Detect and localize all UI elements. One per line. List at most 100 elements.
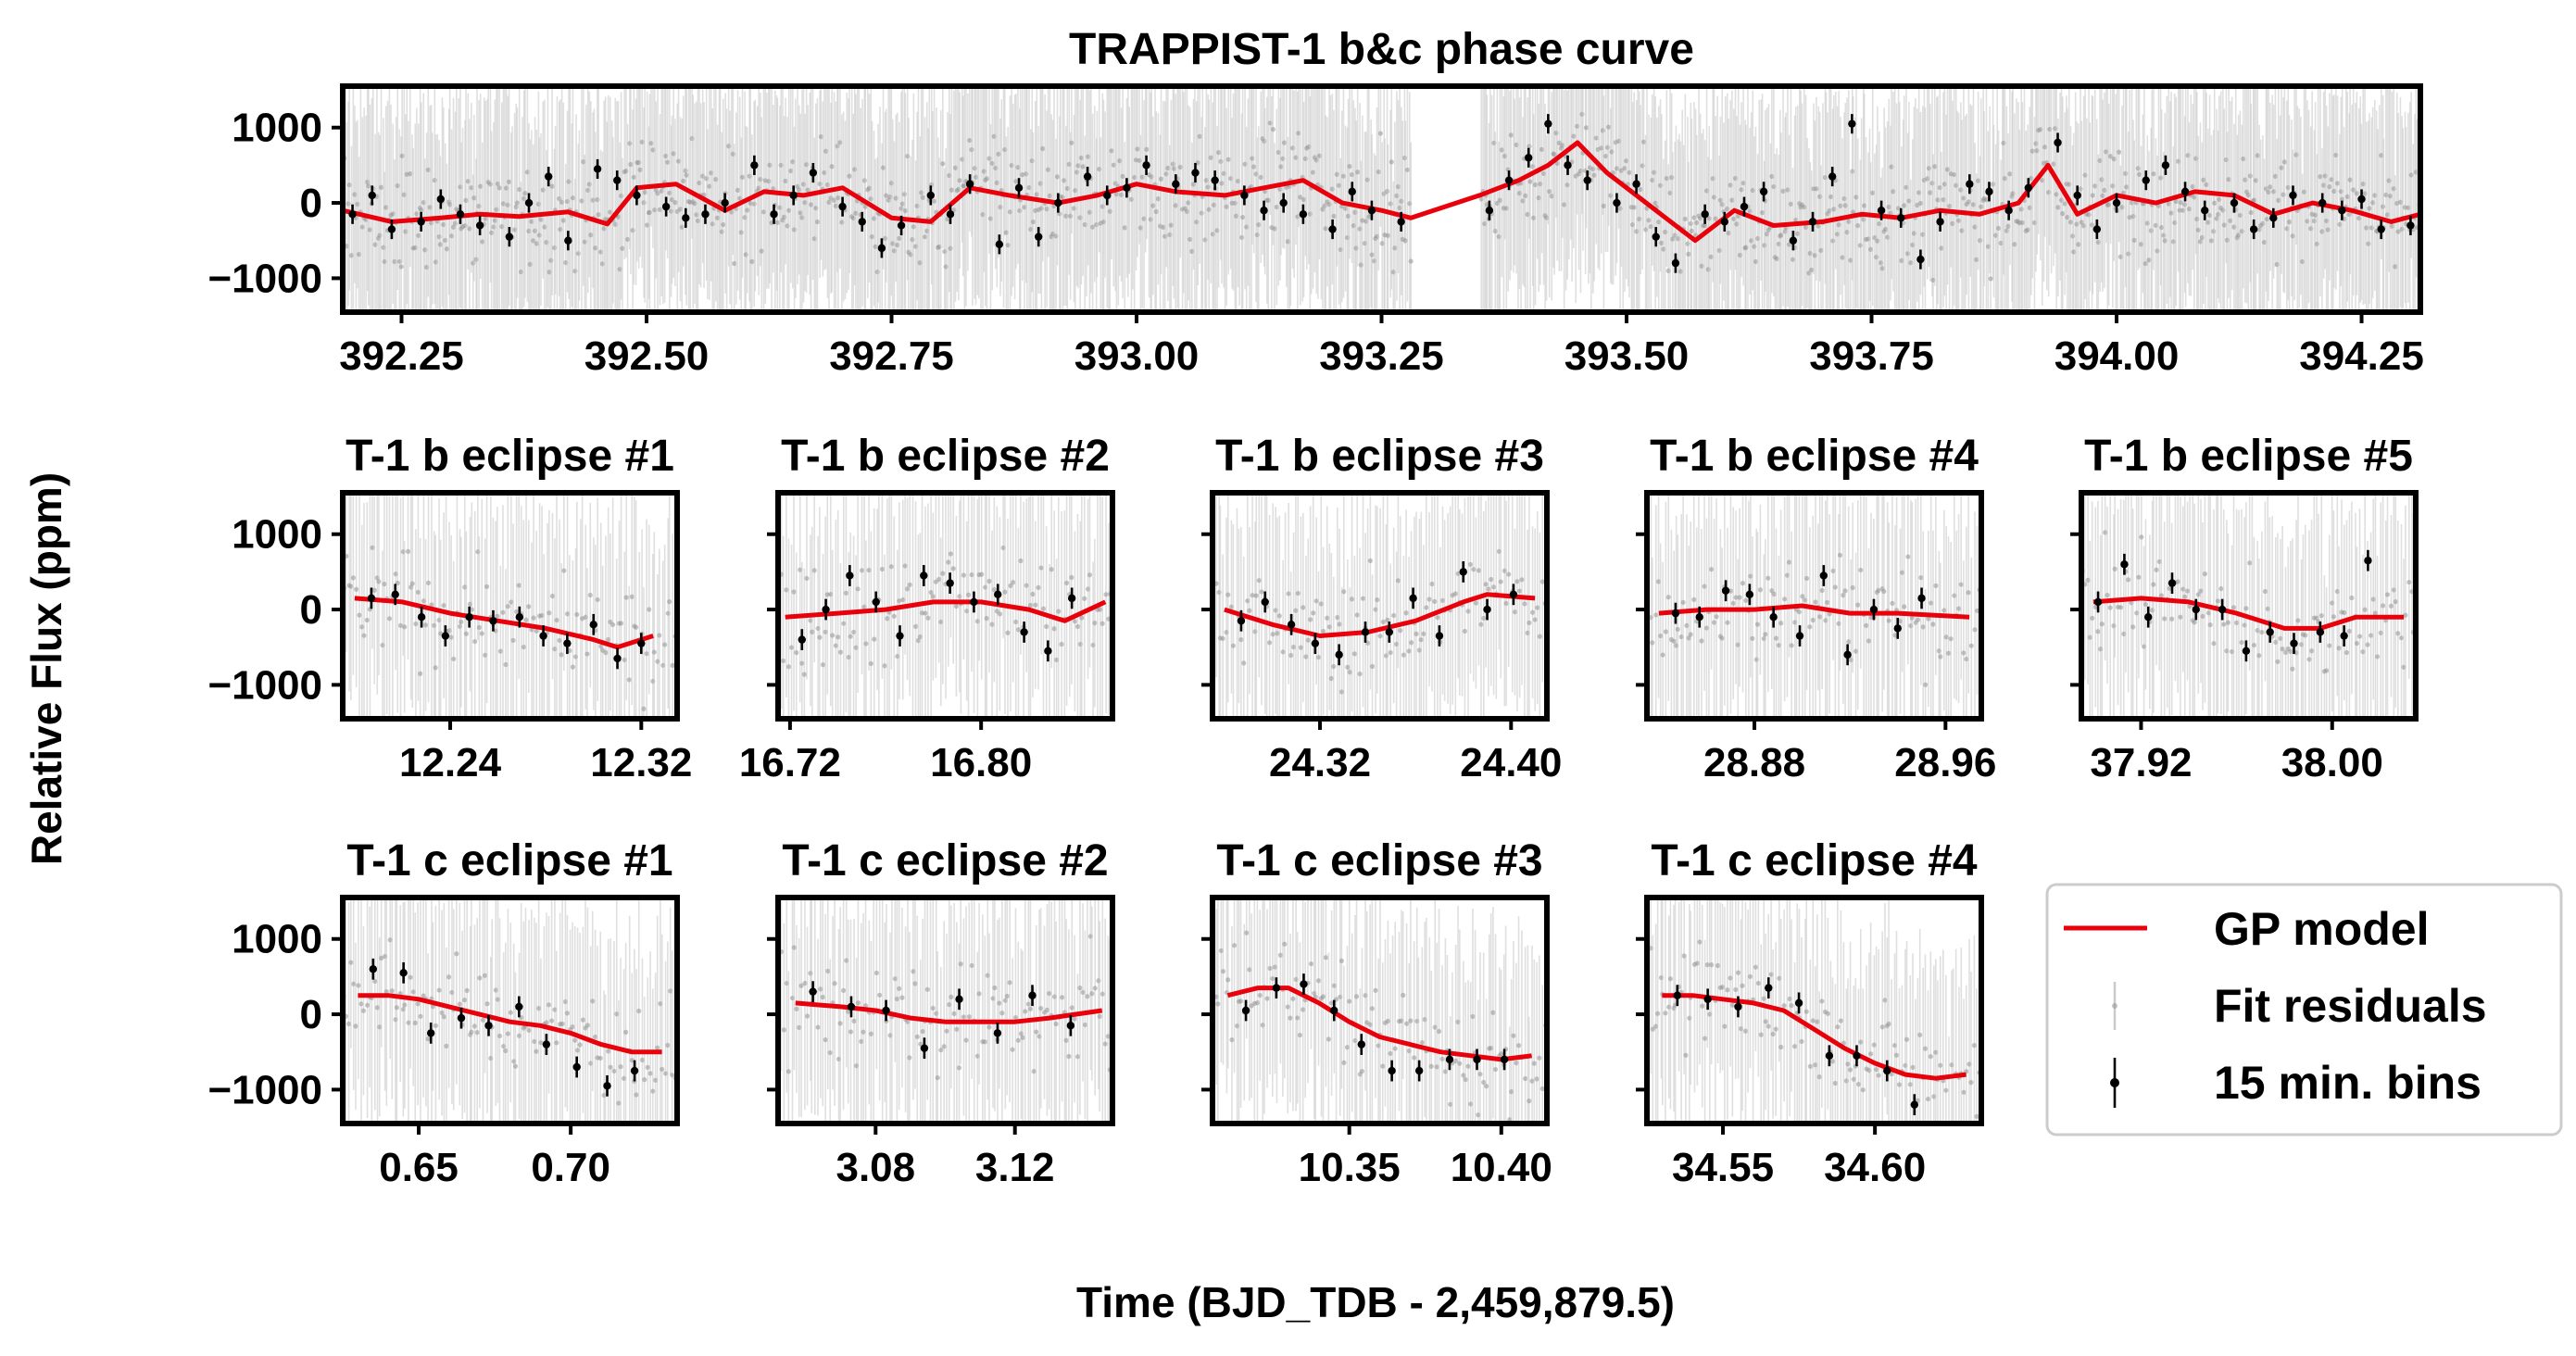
residual-point [1072, 619, 1077, 624]
bin-point [1848, 119, 1856, 128]
x-tick-label: 38.00 [2281, 740, 2383, 785]
residual-point [917, 634, 924, 640]
residual-point [1809, 267, 1815, 273]
residual-point [2092, 604, 2098, 609]
residual-point [2354, 191, 2359, 196]
residual-point [1276, 613, 1282, 619]
residual-point [1315, 978, 1322, 984]
residual-point [477, 975, 483, 981]
residual-point [1369, 252, 1375, 257]
residual-point [1027, 1006, 1034, 1011]
residual-point [418, 671, 423, 676]
residual-point [1406, 648, 1412, 654]
residual-point [495, 613, 500, 619]
residual-point [372, 978, 378, 985]
residual-point [2007, 171, 2013, 177]
bin-point [369, 965, 378, 973]
residual-point [1305, 637, 1311, 643]
bin-point [484, 1022, 493, 1030]
residual-point [603, 650, 609, 656]
residual-point [1945, 650, 1952, 656]
residual-point [1320, 207, 1326, 212]
x-tick-label: 393.25 [1319, 333, 1444, 379]
residual-point [1072, 1016, 1077, 1022]
residual-point [657, 633, 662, 638]
residual-point [2281, 159, 2287, 165]
residual-point [409, 581, 415, 586]
residual-point [644, 651, 649, 657]
bin-point [2230, 198, 2239, 207]
bin-point [2093, 597, 2103, 607]
residual-point [1489, 576, 1494, 583]
bin-point [1721, 586, 1730, 595]
residual-point [837, 1021, 843, 1026]
residual-point [526, 604, 532, 609]
residual-point [580, 1017, 586, 1023]
residual-point [2095, 629, 2101, 634]
bin-point [1869, 605, 1879, 614]
residual-point [811, 568, 817, 573]
residual-point [1955, 606, 1962, 611]
residual-point [1335, 615, 1340, 621]
residual-point [1703, 625, 1710, 631]
residual-point [1535, 605, 1540, 610]
residual-point [577, 1042, 583, 1048]
residual-point [1714, 614, 1719, 620]
residual-point [1902, 203, 1907, 208]
residual-point [1753, 258, 1759, 265]
bin-point [544, 172, 553, 181]
residual-point [1303, 654, 1309, 659]
residual-point [421, 598, 427, 604]
residual-point [1177, 164, 1183, 170]
residual-point [625, 236, 631, 243]
residual-point [1259, 589, 1264, 595]
residual-point [794, 650, 799, 656]
panel-title: T-1 b eclipse #5 [2084, 432, 2413, 481]
residual-point [402, 624, 408, 630]
residual-point [1733, 595, 1739, 600]
bin-point [1335, 650, 1343, 659]
residual-point [2354, 640, 2360, 647]
residual-point [1285, 1004, 1290, 1010]
residual-point [1334, 171, 1339, 177]
residual-point [1663, 629, 1668, 634]
residual-point [473, 257, 479, 262]
bin-point [630, 1066, 639, 1075]
residual-point [848, 1029, 854, 1035]
bin-point [489, 617, 497, 625]
residual-point [2173, 198, 2179, 205]
residual-point [965, 592, 972, 597]
residual-point [749, 258, 755, 264]
bin-point [872, 597, 880, 607]
residual-point [350, 575, 356, 581]
residual-point [389, 988, 395, 994]
residual-point [1254, 1000, 1261, 1006]
residual-point [1705, 267, 1711, 272]
residual-point [2060, 211, 2066, 217]
residual-point [2019, 220, 2025, 226]
residual-point [1090, 224, 1096, 230]
residual-point [745, 207, 750, 213]
residual-point [1384, 188, 1390, 195]
residual-point [1929, 181, 1935, 186]
residual-point [2395, 631, 2401, 636]
axes-frame [340, 895, 680, 1126]
residual-point [1867, 246, 1874, 252]
residual-point [1266, 640, 1273, 646]
bin-point [1613, 198, 1621, 207]
residual-point [351, 981, 357, 986]
residual-point [1038, 1006, 1044, 1011]
residual-point [1270, 975, 1275, 982]
bin-point [1142, 161, 1150, 170]
residual-point [611, 1068, 617, 1074]
residual-point [1392, 1046, 1398, 1051]
residual-point [851, 629, 857, 635]
residual-point [1832, 584, 1838, 590]
residual-point [918, 1041, 924, 1047]
bin-point [1828, 172, 1837, 181]
residual-point [1063, 580, 1070, 586]
residual-point [415, 589, 421, 596]
bin-point [1769, 613, 1778, 622]
residual-point [836, 634, 841, 640]
bin-point [1459, 568, 1467, 576]
